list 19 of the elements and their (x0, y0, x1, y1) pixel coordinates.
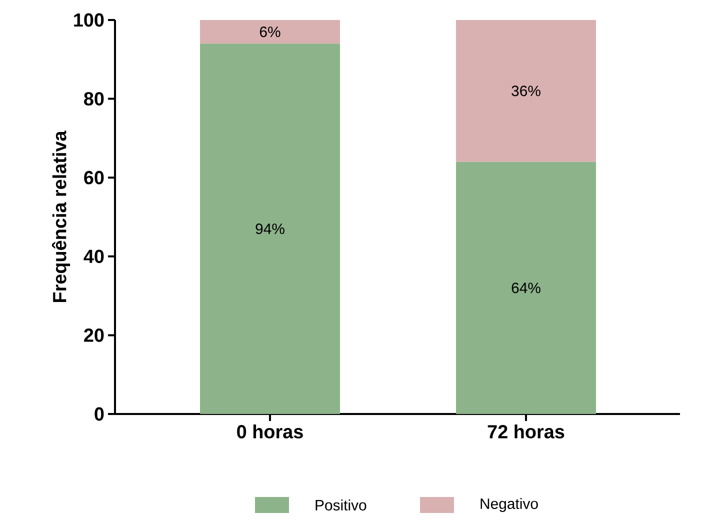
y-tick-label: 40 (84, 250, 104, 264)
y-tick-label: 0 (94, 407, 104, 421)
y-axis-title: Frequência relativa (52, 130, 70, 302)
legend-label: Positivo (316, 500, 366, 510)
y-tick-label: 100 (74, 13, 104, 27)
x-tick-label: 0 horas (237, 424, 303, 438)
legend-label: Negativo (480, 498, 538, 512)
bar (456, 20, 596, 162)
y-tick-label: 20 (84, 328, 104, 342)
y-tick-label: 60 (84, 170, 104, 184)
y-tick-label: 80 (84, 92, 104, 106)
data-label: 64% (512, 282, 540, 294)
data-label: 94% (256, 224, 284, 234)
bar (200, 20, 340, 44)
data-label: 36% (512, 86, 540, 96)
bar (200, 44, 340, 414)
bar (456, 162, 596, 414)
x-tick-label: 72 horas (488, 424, 564, 438)
data-label: 6% (260, 26, 280, 38)
